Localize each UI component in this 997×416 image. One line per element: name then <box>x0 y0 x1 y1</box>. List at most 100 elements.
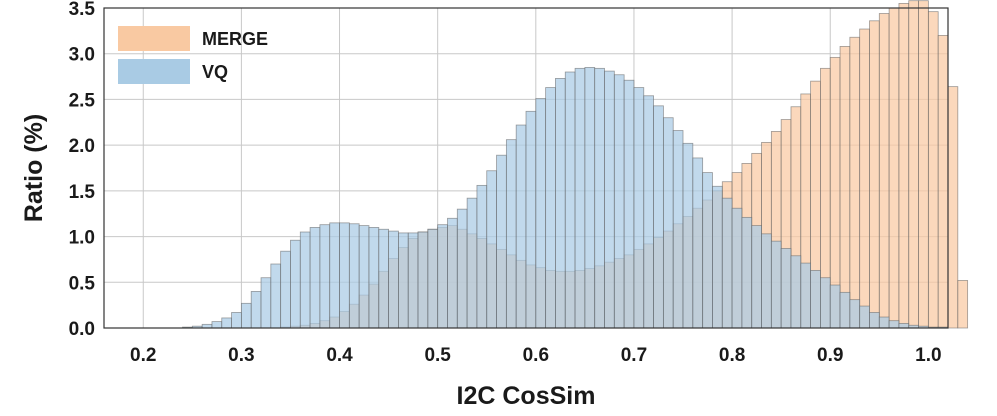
y-tick-label: 0.0 <box>69 319 95 340</box>
bar-vq <box>466 197 478 329</box>
legend-swatch-merge <box>118 26 190 51</box>
x-axis-ticks: 0.2 0.3 0.4 0.5 0.6 0.7 0.8 0.9 1.0 <box>130 345 942 366</box>
bar-vq <box>329 222 340 329</box>
bar-vq <box>309 227 321 329</box>
x-tick-label: 0.5 <box>424 345 451 366</box>
bar-vq <box>692 157 704 329</box>
bar-vq <box>270 263 282 329</box>
bar-vq <box>358 225 370 329</box>
bar-vq <box>800 262 812 329</box>
bar-vq <box>525 110 537 329</box>
bar-vq <box>751 225 762 329</box>
bar-vq <box>535 98 547 329</box>
bar-vq <box>486 170 497 329</box>
x-tick-label: 0.3 <box>228 345 254 366</box>
series-vq <box>182 67 949 329</box>
bar-vq <box>515 124 527 329</box>
bar-vq <box>613 74 625 329</box>
x-tick-label: 0.9 <box>817 345 843 366</box>
bar-vq <box>584 67 596 329</box>
bar-merge <box>839 46 851 329</box>
bar-merge <box>859 28 870 329</box>
bar-vq <box>731 207 743 329</box>
bar-merge <box>849 36 861 329</box>
bar-vq <box>476 184 488 329</box>
bar-vq <box>378 228 390 329</box>
plot-frame <box>103 7 949 329</box>
bar-vq <box>721 197 733 329</box>
bar-vq <box>810 269 821 329</box>
x-tick-label: 0.7 <box>621 345 647 366</box>
bar-vq <box>888 320 900 329</box>
bar-vq <box>231 312 242 329</box>
bar-vq <box>878 316 890 329</box>
bar-merge <box>927 11 939 329</box>
bar-vq <box>319 224 331 329</box>
histogram-bars <box>182 0 969 329</box>
bar-vq <box>280 250 291 329</box>
x-tick-label: 1.0 <box>915 345 941 366</box>
bar-vq <box>643 95 654 329</box>
bar-merge <box>888 7 900 329</box>
bar-vq <box>348 223 360 329</box>
x-tick-label: 0.4 <box>326 345 353 366</box>
bar-vq <box>604 70 615 329</box>
bar-merge <box>937 35 949 329</box>
bar-vq <box>417 231 429 329</box>
bar-vq <box>662 117 674 329</box>
bar-vq <box>250 291 262 329</box>
legend-label-vq: VQ <box>202 62 228 82</box>
y-tick-label: 2.5 <box>69 90 96 111</box>
x-tick-label: 0.8 <box>719 345 745 366</box>
y-axis-title: Ratio (%) <box>20 114 48 222</box>
x-axis-title: I2C CosSim <box>457 382 596 410</box>
bar-vq <box>564 71 576 329</box>
bar-vq <box>240 302 252 329</box>
bar-vq <box>829 284 841 329</box>
y-tick-label: 1.5 <box>69 182 96 203</box>
bar-vq <box>839 291 851 329</box>
bar-vq <box>388 230 399 329</box>
bar-merge <box>947 86 959 329</box>
bar-vq <box>702 172 713 329</box>
bar-vq <box>869 312 880 329</box>
bar-vq <box>672 130 684 329</box>
y-tick-label: 3.5 <box>69 0 96 20</box>
bar-vq <box>211 321 223 329</box>
bar-vq <box>859 305 870 329</box>
bar-vq <box>770 240 782 329</box>
bar-vq <box>741 216 753 329</box>
bar-merge <box>918 0 929 329</box>
legend-label-merge: MERGE <box>202 29 268 49</box>
bar-vq <box>780 248 792 329</box>
bar-vq <box>299 231 311 329</box>
bar-merge <box>898 3 910 329</box>
bar-vq <box>555 78 566 329</box>
bar-vq <box>260 277 272 329</box>
bar-vq <box>594 67 605 329</box>
bar-vq <box>653 105 664 329</box>
bar-vq <box>545 87 556 329</box>
bar-vq <box>682 142 694 329</box>
bar-vq <box>290 239 301 329</box>
bar-vq <box>339 222 350 329</box>
bar-vq <box>574 67 586 329</box>
legend-swatch-vq <box>118 59 190 84</box>
bar-vq <box>898 323 910 329</box>
bar-vq <box>849 299 861 329</box>
legend: MERGE VQ <box>118 26 268 84</box>
bar-vq <box>761 233 772 329</box>
bar-vq <box>407 232 419 329</box>
bar-vq <box>633 87 645 329</box>
x-tick-label: 0.6 <box>523 345 549 366</box>
bar-vq <box>398 232 409 329</box>
bar-merge <box>957 280 969 329</box>
bar-vq <box>712 185 723 329</box>
bar-vq <box>820 277 831 329</box>
bar-merge <box>908 0 919 329</box>
bar-merge <box>878 13 890 329</box>
y-tick-label: 1.0 <box>69 228 95 249</box>
bar-vq <box>496 154 507 329</box>
y-tick-label: 3.0 <box>69 45 95 66</box>
